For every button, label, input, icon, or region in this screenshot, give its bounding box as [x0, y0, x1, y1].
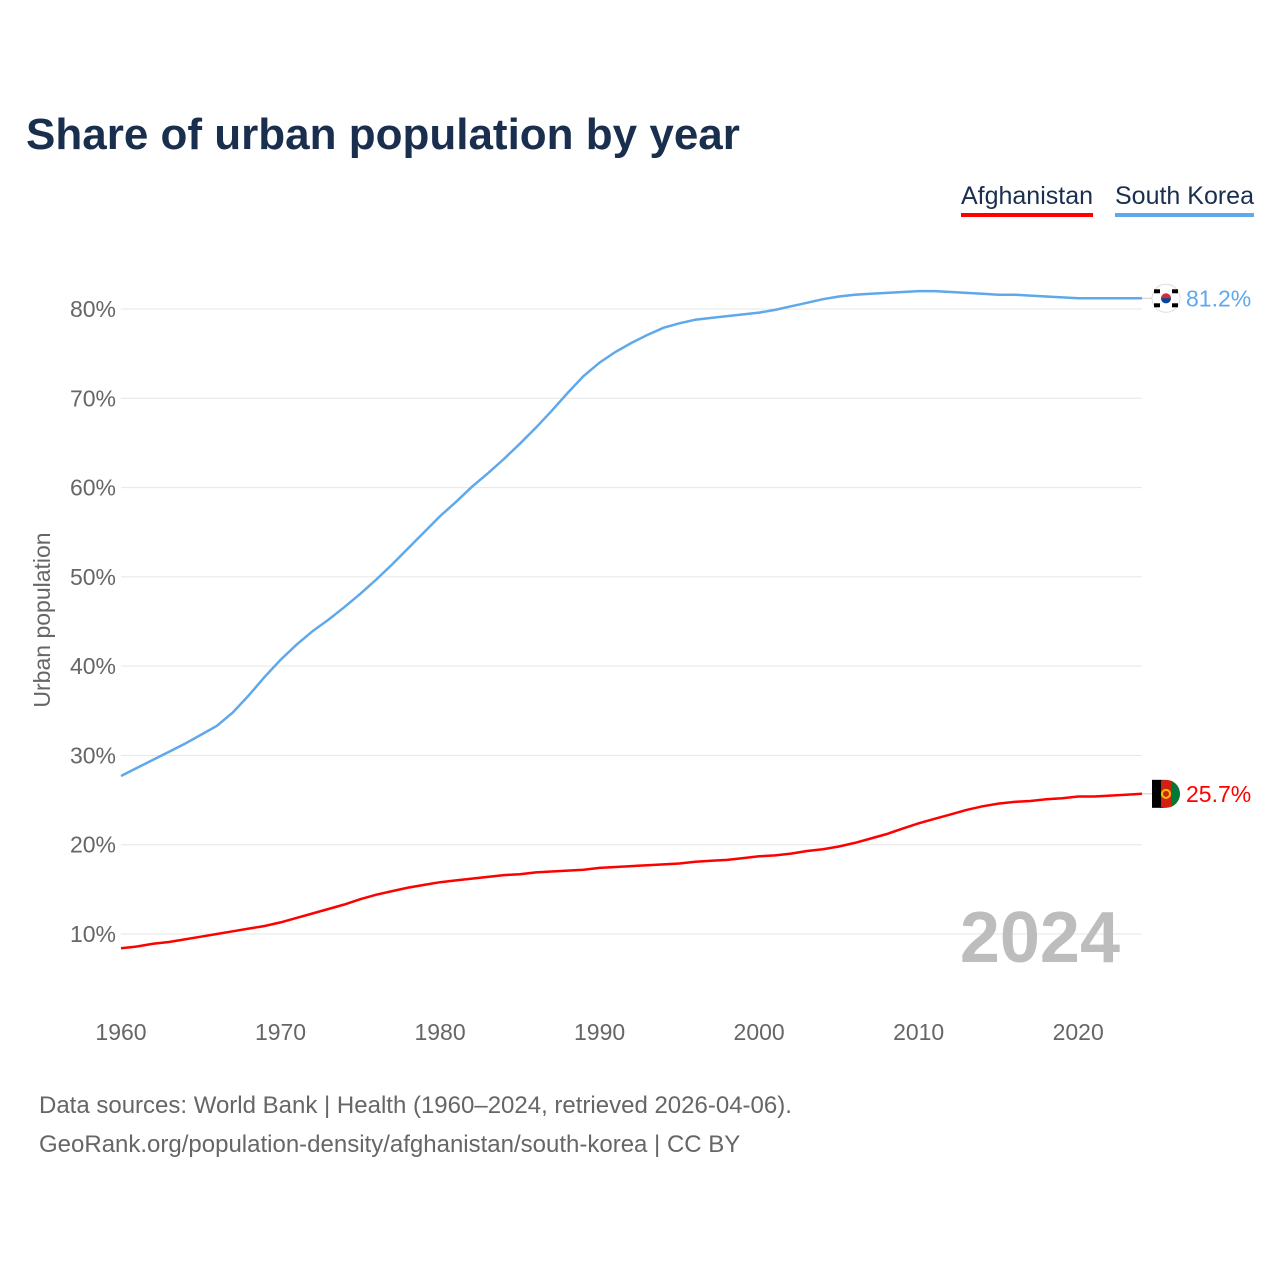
legend-item-afghanistan[interactable]: Afghanistan [960, 182, 1093, 217]
attribution-link[interactable]: GeoRank.org/population-density/afghanist… [39, 1131, 741, 1158]
south-korea-flag-icon [1151, 283, 1181, 313]
series-line-south-korea [120, 289, 1142, 778]
source-text: Data sources: World Bank | Health (1960–… [39, 1092, 792, 1119]
x-tick-label: 1960 [95, 1019, 146, 1045]
x-tick-label: 2020 [1053, 1019, 1104, 1045]
y-tick-label: 70% [70, 385, 116, 411]
x-tick-label: 2000 [734, 1019, 785, 1045]
end-value-label: 81.2% [1186, 285, 1251, 311]
flag-part [1172, 289, 1178, 294]
x-tick-label: 1980 [414, 1019, 465, 1045]
x-tick-label: 2010 [893, 1019, 944, 1045]
flag-part [1172, 303, 1178, 308]
flag-part [1154, 289, 1160, 294]
x-tick-label: 1990 [574, 1019, 625, 1045]
flag-part [1161, 298, 1171, 304]
y-tick-label: 80% [70, 296, 116, 322]
end-value-label: 25.7% [1186, 781, 1251, 807]
y-tick-label: 40% [70, 653, 116, 679]
y-tick-label: 60% [70, 475, 116, 501]
flag-part [1161, 788, 1171, 799]
y-tick-label: 30% [70, 742, 116, 768]
series-line-afghanistan [120, 792, 1143, 950]
y-tick-label: 20% [70, 832, 116, 858]
y-tick-label: 10% [70, 921, 116, 947]
chart-title: Share of urban population by year [26, 110, 740, 159]
y-axis-label: Urban population [29, 532, 55, 707]
flag-part [1154, 303, 1160, 308]
year-watermark: 2024 [960, 898, 1120, 978]
flag-part [1152, 779, 1161, 808]
afghanistan-flag-icon [1152, 779, 1180, 808]
x-tick-label: 1970 [255, 1019, 306, 1045]
y-tick-label: 50% [70, 564, 116, 590]
footer: Data sources: World Bank | Health (1960–… [39, 1086, 792, 1164]
flag-part [1171, 780, 1180, 807]
legend: Afghanistan South Korea [960, 182, 1254, 217]
legend-item-south-korea[interactable]: South Korea [1115, 182, 1254, 217]
